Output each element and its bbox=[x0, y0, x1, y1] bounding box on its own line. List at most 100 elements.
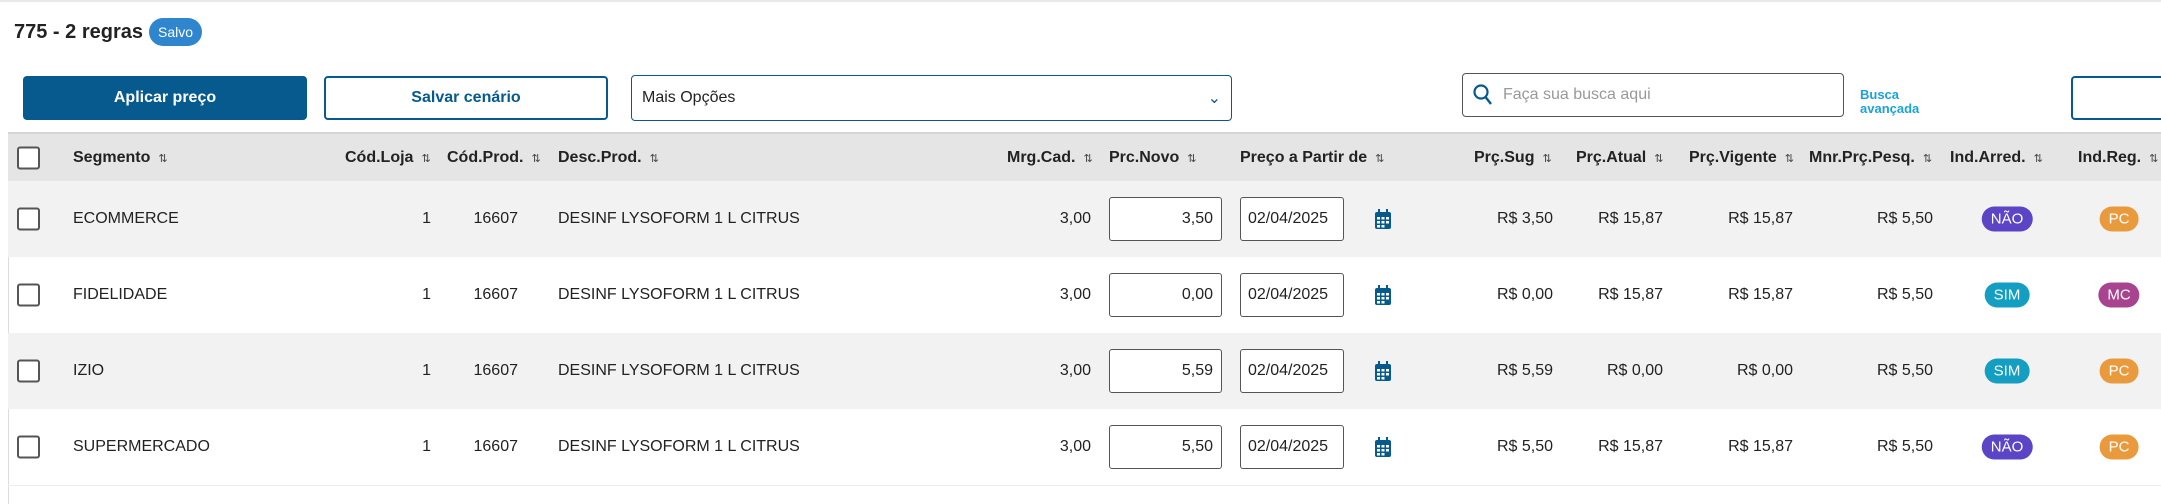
cell-cod-prod: 16607 bbox=[473, 362, 519, 379]
calendar-icon[interactable] bbox=[1374, 436, 1392, 458]
date-input[interactable]: 02/04/2025 bbox=[1240, 273, 1344, 317]
cell-mrg-cad: 3,00 bbox=[1059, 438, 1091, 455]
col-label: Ind.Reg. bbox=[2078, 148, 2142, 166]
cell-prc-atual: R$ 15,87 bbox=[1598, 286, 1663, 303]
cell-prc-vigente: R$ 15,87 bbox=[1728, 438, 1793, 455]
col-label: Mrg.Cad. bbox=[1007, 148, 1076, 166]
cell-cod-loja: 1 bbox=[422, 210, 431, 227]
row-checkbox[interactable] bbox=[17, 207, 40, 231]
sort-icon: ⇅ bbox=[1784, 152, 1794, 165]
cell-prc-vigente: R$ 0,00 bbox=[1736, 362, 1793, 379]
cell-desc-prod: DESINF LYSOFORM 1 L CITRUS bbox=[558, 286, 800, 303]
col-cod-prod[interactable]: Cód.Prod. ⇅ bbox=[447, 149, 541, 167]
col-label: Cód.Prod. bbox=[447, 148, 524, 166]
cell-prc-sug: R$ 0,00 bbox=[1496, 286, 1553, 303]
calendar-icon[interactable] bbox=[1374, 208, 1392, 230]
sort-icon: ⇅ bbox=[1654, 152, 1664, 165]
col-label: Preço a Partir de bbox=[1240, 148, 1368, 166]
advanced-search-link[interactable]: Busca avançada bbox=[1860, 87, 1920, 116]
date-input[interactable]: 02/04/2025 bbox=[1240, 197, 1344, 241]
col-label: Prç.Sug bbox=[1474, 148, 1535, 166]
col-mnr-prc[interactable]: Mnr.Prç.Pesq. ⇅ bbox=[1809, 149, 1932, 167]
sort-icon: ⇅ bbox=[1542, 152, 1552, 165]
extra-action-button[interactable] bbox=[2071, 76, 2161, 120]
col-prc-sug[interactable]: Prç.Sug ⇅ bbox=[1474, 149, 1552, 167]
cell-prc-vigente: R$ 15,87 bbox=[1728, 286, 1793, 303]
ind-reg-badge: PC bbox=[2099, 206, 2139, 232]
cell-cod-prod: 16607 bbox=[473, 286, 519, 303]
table-row: ECOMMERCE 1 16607 DESINF LYSOFORM 1 L CI… bbox=[8, 181, 2161, 257]
more-options-select[interactable]: Mais Opções ⌄ bbox=[631, 75, 1232, 121]
cell-desc-prod: DESINF LYSOFORM 1 L CITRUS bbox=[558, 438, 800, 455]
ind-arred-badge: SIM bbox=[1984, 358, 2030, 384]
table-left-border bbox=[8, 132, 9, 504]
ind-arred-badge: SIM bbox=[1984, 282, 2030, 308]
sort-icon: ⇅ bbox=[531, 152, 541, 165]
cell-prc-atual: R$ 0,00 bbox=[1606, 362, 1663, 379]
cell-mrg-cad: 3,00 bbox=[1059, 362, 1091, 379]
search-icon bbox=[1473, 84, 1492, 105]
cell-desc-prod: DESINF LYSOFORM 1 L CITRUS bbox=[558, 210, 800, 227]
sort-icon: ⇅ bbox=[649, 152, 659, 165]
col-label: Prc.Novo bbox=[1109, 148, 1180, 166]
ind-arred-badge: NÃO bbox=[1981, 434, 2033, 460]
pricing-table: Segmento ⇅ Cód.Loja ⇅ Cód.Prod. ⇅ Desc.Prod… bbox=[8, 132, 2161, 485]
calendar-icon[interactable] bbox=[1374, 360, 1392, 382]
page-title: 775 - 2 regras Salvo bbox=[14, 18, 203, 46]
sort-icon: ⇅ bbox=[1083, 152, 1093, 165]
ind-reg-badge: PC bbox=[2099, 358, 2139, 384]
date-input[interactable]: 02/04/2025 bbox=[1240, 425, 1344, 469]
cell-mnr-prc: R$ 5,50 bbox=[1876, 362, 1933, 379]
cell-cod-prod: 16607 bbox=[473, 210, 519, 227]
date-input[interactable]: 02/04/2025 bbox=[1240, 349, 1344, 393]
cell-cod-prod: 16607 bbox=[473, 438, 519, 455]
prc-novo-input[interactable]: 3,50 bbox=[1109, 197, 1222, 241]
table-row: FIDELIDADE 1 16607 DESINF LYSOFORM 1 L C… bbox=[8, 257, 2161, 333]
select-all-checkbox[interactable] bbox=[17, 146, 40, 169]
col-desc-prod[interactable]: Desc.Prod. ⇅ bbox=[558, 149, 659, 167]
search-placeholder: Faça sua busca aqui bbox=[1503, 86, 1651, 103]
sort-icon: ⇅ bbox=[1922, 152, 1933, 165]
row-checkbox[interactable] bbox=[17, 283, 40, 307]
prc-novo-input[interactable]: 5,59 bbox=[1109, 349, 1222, 393]
col-prc-novo[interactable]: Prc.Novo ⇅ bbox=[1109, 149, 1196, 167]
col-mrg-cad[interactable]: Mrg.Cad. ⇅ bbox=[1007, 149, 1093, 167]
cell-prc-sug: R$ 3,50 bbox=[1496, 210, 1553, 227]
col-label: Segmento bbox=[73, 148, 151, 166]
col-label: Mnr.Prç.Pesq. bbox=[1809, 148, 1915, 166]
col-segmento[interactable]: Segmento ⇅ bbox=[73, 149, 168, 167]
cell-mnr-prc: R$ 5,50 bbox=[1876, 210, 1933, 227]
table-bottom-divider bbox=[8, 485, 2161, 486]
sort-icon: ⇅ bbox=[158, 152, 168, 165]
col-ind-reg[interactable]: Ind.Reg. ⇅ bbox=[2078, 149, 2158, 167]
col-label: Cód.Loja bbox=[345, 148, 414, 166]
row-checkbox[interactable] bbox=[17, 359, 40, 383]
col-preco-partir[interactable]: Preço a Partir de ⇅ bbox=[1240, 149, 1384, 167]
col-prc-atual[interactable]: Prç.Atual ⇅ bbox=[1576, 149, 1663, 167]
cell-prc-sug: R$ 5,50 bbox=[1496, 438, 1553, 455]
row-checkbox[interactable] bbox=[17, 435, 40, 459]
cell-desc-prod: DESINF LYSOFORM 1 L CITRUS bbox=[558, 362, 800, 379]
ind-arred-badge: NÃO bbox=[1981, 206, 2033, 232]
col-ind-arred[interactable]: Ind.Arred. ⇅ bbox=[1950, 149, 2043, 167]
ind-reg-badge: MC bbox=[2098, 282, 2140, 308]
table-header: Segmento ⇅ Cód.Loja ⇅ Cód.Prod. ⇅ Desc.Prod… bbox=[8, 132, 2161, 181]
calendar-icon[interactable] bbox=[1374, 284, 1392, 306]
sort-icon: ⇅ bbox=[2033, 152, 2043, 165]
apply-price-button[interactable]: Aplicar preço bbox=[23, 76, 307, 120]
sort-icon: ⇅ bbox=[2149, 152, 2159, 165]
col-label: Prç.Atual bbox=[1576, 148, 1647, 166]
table-row: SUPERMERCADO 1 16607 DESINF LYSOFORM 1 L… bbox=[8, 409, 2161, 485]
col-prc-vigente[interactable]: Prç.Vigente ⇅ bbox=[1689, 149, 1794, 167]
col-cod-loja[interactable]: Cód.Loja ⇅ bbox=[345, 149, 431, 167]
prc-novo-input[interactable]: 0,00 bbox=[1109, 273, 1222, 317]
title-text: 775 - 2 regras bbox=[14, 20, 143, 43]
sort-icon: ⇅ bbox=[421, 152, 431, 165]
search-input[interactable]: Faça sua busca aqui bbox=[1462, 73, 1844, 117]
cell-cod-loja: 1 bbox=[422, 362, 431, 379]
sort-icon: ⇅ bbox=[1375, 152, 1385, 165]
col-label: Desc.Prod. bbox=[558, 148, 642, 166]
save-scenario-button[interactable]: Salvar cenário bbox=[324, 76, 608, 120]
cell-cod-loja: 1 bbox=[422, 438, 431, 455]
prc-novo-input[interactable]: 5,50 bbox=[1109, 425, 1222, 469]
